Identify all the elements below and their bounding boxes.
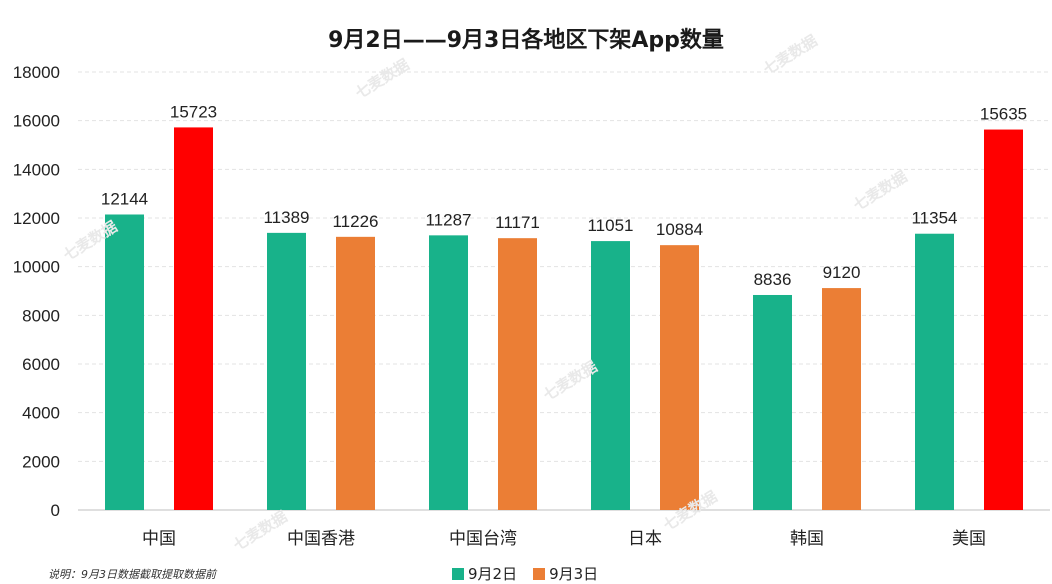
x-tick-label: 韩国: [790, 529, 824, 549]
data-labels-layer: 12144 15723 11389 11226 11287 11171 11051 10884…: [101, 102, 1027, 289]
data-label: 15635: [980, 105, 1027, 124]
y-tick-label: 8000: [22, 306, 60, 325]
y-tick-label: 2000: [22, 452, 60, 471]
data-label: 12144: [101, 189, 148, 208]
y-tick-label: 16000: [13, 112, 60, 131]
legend-swatch: [452, 567, 464, 580]
legend: 9月2日 9月3日: [452, 563, 598, 584]
data-label: 10884: [656, 220, 703, 239]
bar: [915, 233, 954, 510]
data-label: 11051: [587, 216, 633, 235]
x-tick-label: 中国台湾: [449, 529, 517, 549]
y-tick-label: 18000: [13, 63, 60, 82]
bar: [984, 129, 1023, 510]
data-label: 11171: [495, 213, 540, 232]
legend-label: 9月2日: [468, 565, 518, 583]
y-axis-ticks: 0 2000 4000 6000 8000 10000 12000 14000 16000 180…: [13, 63, 60, 520]
x-axis-ticks: 中国 中国香港 中国台湾 日本 韩国 美国: [142, 529, 986, 549]
data-label: 8836: [754, 270, 792, 289]
data-label: 11389: [263, 208, 309, 227]
legend-swatch: [533, 567, 546, 580]
data-label: 11287: [425, 210, 471, 229]
legend-item: 9月2日: [452, 563, 517, 584]
y-tick-label: 6000: [22, 355, 60, 374]
bar: [591, 241, 630, 510]
legend-item: 9月3日: [533, 563, 598, 584]
bar: [660, 245, 699, 510]
bar: [429, 235, 468, 510]
bar: [822, 288, 861, 510]
y-tick-label: 10000: [13, 258, 60, 277]
x-tick-label: 中国: [142, 529, 176, 549]
bar: [753, 294, 792, 510]
y-tick-label: 4000: [22, 404, 60, 423]
data-label: 9120: [823, 263, 861, 282]
bar: [336, 236, 375, 511]
bar: [174, 127, 213, 511]
y-tick-label: 12000: [13, 209, 60, 228]
grid-layer: [78, 71, 1050, 511]
bar: [267, 232, 306, 510]
data-label: 11226: [332, 212, 378, 231]
chart-title: 9月2日——9月3日各地区下架App数量: [328, 28, 724, 53]
bar: [498, 238, 537, 510]
legend-label: 9月3日: [549, 565, 599, 583]
footnote: 说明：9月3日数据截取提取数据前: [48, 568, 216, 581]
y-tick-label: 0: [51, 501, 60, 520]
y-tick-label: 14000: [13, 160, 60, 179]
x-tick-label: 日本: [628, 529, 662, 549]
data-label: 11354: [911, 209, 957, 228]
data-label: 15723: [170, 102, 217, 121]
x-tick-label: 中国香港: [287, 529, 355, 549]
bar: [105, 214, 144, 510]
bars-layer: [105, 127, 1023, 511]
x-tick-label: 美国: [952, 529, 986, 549]
